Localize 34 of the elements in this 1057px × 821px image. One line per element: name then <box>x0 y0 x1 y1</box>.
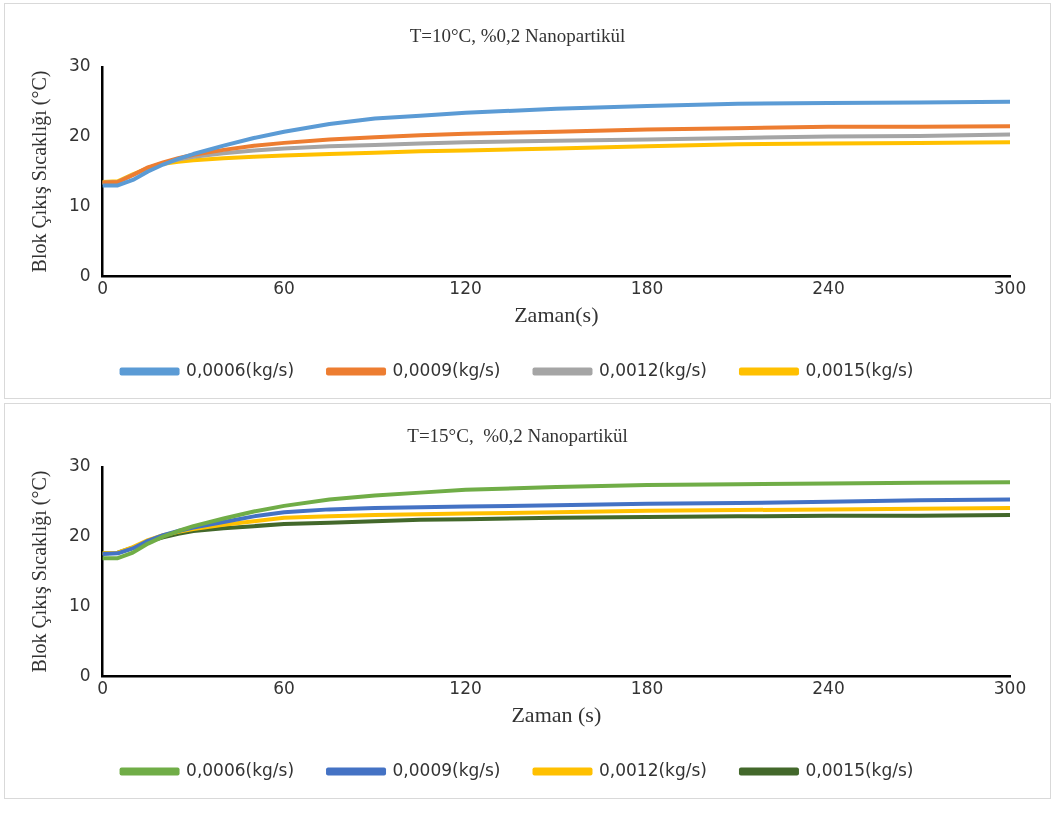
x-tick-label: 0 <box>97 277 109 298</box>
y-tick-label: 10 <box>68 594 91 615</box>
chart-title: T=10°C, %0,2 Nanopartikül <box>409 25 626 47</box>
y-axis-title: Blok Çıkış Sıcaklığı (°C) <box>28 70 52 273</box>
legend-label: 0,0012(kg/s) <box>599 359 707 380</box>
y-tick-label: 20 <box>68 525 91 546</box>
y-tick-label: 0 <box>79 664 91 685</box>
x-tick-label: 0 <box>97 677 109 698</box>
x-tick-label: 60 <box>273 277 295 298</box>
y-tick-label: 30 <box>68 55 91 76</box>
legend-label: 0,0009(kg/s) <box>392 359 501 380</box>
y-tick-label: 20 <box>68 125 91 146</box>
x-tick-label: 120 <box>449 277 482 298</box>
legend-label: 0,0012(kg/s) <box>599 759 707 780</box>
x-tick-label: 60 <box>273 677 295 698</box>
x-axis-title: Zaman(s) <box>514 301 599 327</box>
x-tick-label: 240 <box>812 277 845 298</box>
x-tick-label: 180 <box>630 277 664 298</box>
y-axis-title: Blok Çıkış Sıcaklığı (°C) <box>28 470 52 673</box>
legend-label: 0,0015(kg/s) <box>805 359 914 380</box>
x-tick-label: 240 <box>812 677 845 698</box>
legend-label: 0,0006(kg/s) <box>186 359 295 380</box>
x-tick-label: 300 <box>993 677 1027 698</box>
x-axis-title: Zaman (s) <box>511 701 602 727</box>
chart-title: T=15°C, %0,2 Nanopartikül <box>407 425 628 447</box>
y-tick-label: 10 <box>68 194 91 215</box>
x-tick-label: 120 <box>449 677 482 698</box>
y-tick-label: 0 <box>79 264 91 285</box>
x-tick-label: 180 <box>630 677 664 698</box>
legend-label: 0,0009(kg/s) <box>392 759 501 780</box>
legend-label: 0,0015(kg/s) <box>805 759 914 780</box>
y-tick-label: 30 <box>68 455 91 476</box>
legend-label: 0,0006(kg/s) <box>186 759 295 780</box>
x-tick-label: 300 <box>993 277 1027 298</box>
